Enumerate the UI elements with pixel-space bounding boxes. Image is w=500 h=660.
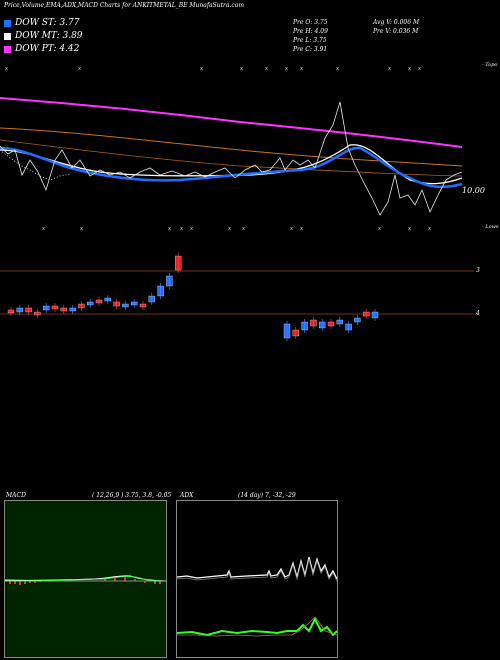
stat-prev-volume: Pre V: 0.036 M [373, 28, 419, 35]
candles-group [7, 253, 379, 341]
top-marker: x [78, 66, 81, 72]
volume-level-bottom: 4 [476, 310, 480, 317]
chart-title: Price,Volume,EMA,ADX,MACD Charts for ANK… [4, 2, 245, 9]
top-marker: x [285, 66, 288, 72]
legend-swatch-pt [4, 45, 11, 53]
legend-item-st: DOW ST: 3.77 [4, 18, 80, 28]
legend-item-mt: DOW MT: 3.89 [4, 31, 83, 41]
top-marker: x [300, 66, 303, 72]
macd-histogram [9, 576, 161, 585]
top-marker: x [5, 66, 8, 72]
top-marker: x [200, 66, 203, 72]
legend-swatch-mt [4, 32, 11, 40]
adx-di-plus-line-shadow [177, 558, 337, 582]
stat-close: Pre C: 3.91 [293, 46, 328, 53]
top-marker: x [418, 66, 421, 72]
adx-params: (14 day) 7, -32, -29 [238, 492, 296, 499]
bottom-marker: x [378, 226, 381, 232]
volume-level-top: 3 [476, 267, 480, 274]
legend-item-pt: DOW PT: 4.42 [4, 44, 79, 54]
bottom-marker: x [80, 226, 83, 232]
price-dots [0, 149, 71, 181]
bottom-marker: x [242, 226, 245, 232]
price-line [0, 101, 463, 216]
stat-high: Pre H: 4.09 [293, 28, 328, 35]
top-marker: x [265, 66, 268, 72]
macd-params: ( 12,26,9 ) 3.75, 3.8, -0.05 [92, 492, 172, 499]
legend-swatch-st [4, 19, 11, 27]
adx-di-plus-line [177, 556, 337, 580]
legend-label-st: DOW ST: 3.77 [15, 18, 80, 28]
bottom-marker: x [168, 226, 171, 232]
stat-open: Pre O: 3.75 [293, 19, 328, 26]
macd-panel [4, 500, 167, 658]
bottom-marker: x [408, 226, 411, 232]
bottom-marker: x [190, 226, 193, 232]
ema-orange-line-2 [0, 139, 463, 177]
price-axis-label: 10.00 [462, 186, 485, 195]
topo-label: - Topo [482, 62, 498, 68]
bottom-marker: x [290, 226, 293, 232]
macd-svg [5, 575, 166, 585]
top-marker: x [240, 66, 243, 72]
bottom-marker: x [300, 226, 303, 232]
legend-label-pt: DOW PT: 4.42 [15, 44, 80, 54]
bottom-marker: x [42, 226, 45, 232]
bottom-marker: x [180, 226, 183, 232]
adx-svg [177, 556, 337, 637]
macd-signal-line [5, 576, 166, 582]
macd-title: MACD [6, 492, 26, 499]
legend-label-mt: DOW MT: 3.89 [15, 31, 83, 41]
adx-title: ADX [180, 492, 194, 499]
top-marker: x [408, 66, 411, 72]
adx-panel [176, 500, 338, 658]
dow-st-line [0, 146, 463, 189]
stat-avg-volume: Avg V: 0.006 M [373, 19, 420, 26]
dow-mt-line [0, 144, 463, 185]
adx-di-minus-line [177, 616, 337, 637]
bottom-marker: x [428, 226, 431, 232]
bottom-marker: x [228, 226, 231, 232]
ema-orange-line [0, 127, 463, 167]
adx-line [177, 616, 337, 637]
dow-pt-line [0, 97, 463, 148]
top-marker: x [336, 66, 339, 72]
top-marker: x [388, 66, 391, 72]
stat-low: Pre L: 3.75 [293, 37, 327, 44]
lows-label: - Lows [482, 224, 499, 230]
